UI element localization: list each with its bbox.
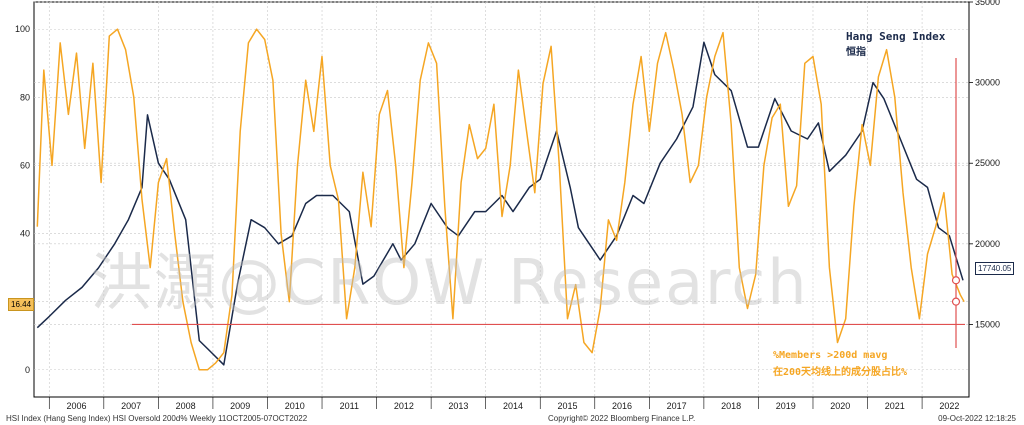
- year-label: 2017: [667, 401, 687, 411]
- hsi-title: Hang Seng Index: [846, 30, 946, 43]
- year-label: 2014: [503, 401, 523, 411]
- right-tick-label: 15000: [975, 319, 1000, 329]
- year-label: 2013: [448, 401, 468, 411]
- year-label: 2022: [939, 401, 959, 411]
- year-label: 2019: [776, 401, 796, 411]
- year-label: 2008: [176, 401, 196, 411]
- year-label: 2021: [885, 401, 905, 411]
- left-tick-label: 40: [20, 229, 30, 239]
- left-axis: 020406080100: [15, 24, 30, 375]
- series-line--members-200d-mavg: [36, 28, 965, 371]
- year-label: 2015: [557, 401, 577, 411]
- year-label: 2011: [340, 401, 359, 411]
- watermark: 洪灝@CROW Research: [90, 246, 809, 319]
- right-tick-label: 35000: [975, 0, 1000, 7]
- footer-left: HSI Index (Hang Seng Index) HSI Oversold…: [6, 414, 308, 423]
- members-last-value-badge: 16.44: [8, 298, 35, 311]
- members-title: %Members >200d mavg: [773, 350, 888, 361]
- footer-center: Copyright© 2022 Bloomberg Finance L.P.: [548, 414, 696, 423]
- year-label: 2010: [285, 401, 305, 411]
- year-label: 2006: [67, 401, 87, 411]
- markers: [132, 58, 965, 348]
- members-title-cn: 在200天均线上的成分股占比%: [773, 367, 908, 378]
- members-end-marker: [951, 297, 961, 306]
- right-axis: 15000 20000 25000 30000 35000: [969, 0, 1000, 329]
- left-tick-label: 80: [20, 92, 30, 102]
- year-label: 2009: [230, 401, 250, 411]
- year-label: 2012: [394, 401, 414, 411]
- left-tick-label: 100: [15, 24, 30, 34]
- hsi-title-cn: 恒指: [846, 47, 866, 58]
- x-axis: 2006 2007 2008 2009 2010 2011 2012 2013 2014 2015…: [48, 397, 959, 411]
- left-tick-label: 0: [25, 365, 30, 375]
- footer-right: 09-Oct-2022 12:18:25: [938, 414, 1016, 423]
- year-label: 2016: [612, 401, 632, 411]
- year-label: 2018: [721, 401, 741, 411]
- series-line-hang-seng-index: [36, 41, 964, 366]
- series-layer: [36, 28, 965, 371]
- right-tick-label: 25000: [975, 158, 1000, 168]
- year-label: 2020: [830, 401, 850, 411]
- grid: [34, 1, 969, 397]
- hsi-end-marker: [951, 276, 961, 285]
- left-tick-label: 60: [20, 160, 30, 170]
- right-tick-label: 20000: [975, 239, 1000, 249]
- right-tick-label: 30000: [975, 78, 1000, 88]
- hsi-last-value-badge: 17740.05: [975, 262, 1015, 275]
- year-label: 2007: [121, 401, 141, 411]
